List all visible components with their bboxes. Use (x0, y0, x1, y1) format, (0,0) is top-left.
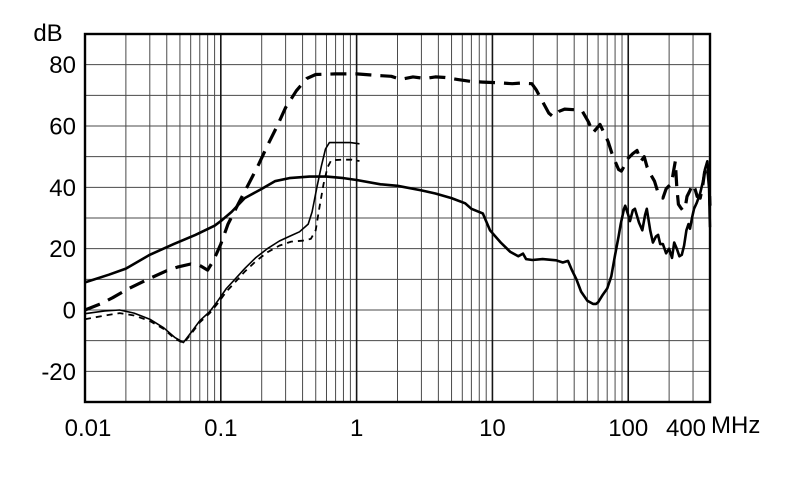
curve-thin-dashed-curve (84, 158, 360, 344)
x-axis-unit-label: MHz (711, 412, 761, 439)
curve-bold-dashed-curve (84, 72, 712, 312)
y-tick-label: 60 (49, 114, 76, 141)
x-tick-label: 400 (666, 415, 706, 442)
y-tick-label: 40 (49, 175, 76, 202)
x-tick-label: 1 (350, 415, 363, 442)
y-tick-label: 80 (49, 52, 76, 79)
x-tick-label: 10 (479, 415, 506, 442)
x-tick-label: 0.1 (204, 415, 237, 442)
x-tick-label: 100 (608, 415, 648, 442)
y-axis-unit-label: dB (33, 20, 63, 47)
y-tick-label: 20 (49, 236, 76, 263)
y-tick-label: -20 (41, 359, 76, 386)
curve-bold-solid-curve (84, 160, 712, 306)
curve-thin-solid-curve (84, 141, 360, 344)
y-tick-label: 0 (63, 298, 76, 325)
x-tick-label: 0.01 (65, 415, 112, 442)
